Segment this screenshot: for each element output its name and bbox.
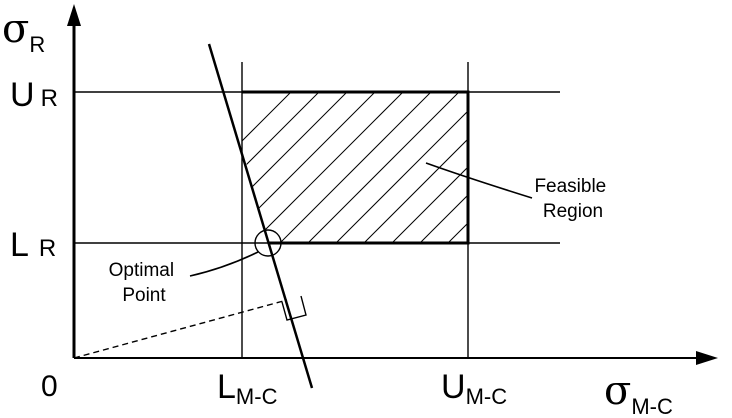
y-axis-arrow-icon [67, 4, 81, 26]
lower-mc-tick-label: LM-C [217, 368, 278, 409]
feasible-region-hatching [242, 92, 468, 243]
feasible-region-leader [425, 162, 533, 199]
optimal-point-circle [254, 229, 282, 257]
optimal-point-leader [189, 251, 259, 277]
optimal-point-label: Optimal Point [109, 260, 180, 306]
constraint-line [207, 43, 314, 389]
perpendicular-dashed-line [73, 299, 288, 359]
feasible-region-border [242, 90, 470, 245]
right-angle-marker [281, 295, 307, 321]
y-axis-label: σR [2, 6, 45, 57]
x-axis [74, 351, 718, 365]
y-axis [67, 4, 81, 358]
feasible-region-label: Feasible Region [534, 176, 611, 222]
x-axis-label: σM-C [604, 368, 673, 418]
origin-label: 0 [41, 370, 58, 403]
x-axis-arrow-icon [696, 351, 718, 365]
upper-mc-tick-label: UM-C [441, 368, 507, 409]
